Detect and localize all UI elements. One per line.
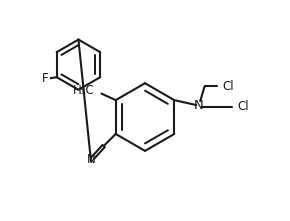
Text: Cl: Cl: [238, 100, 249, 113]
Text: N: N: [87, 152, 95, 166]
Text: H₃C: H₃C: [73, 84, 95, 97]
Text: F: F: [42, 72, 48, 86]
Text: N: N: [194, 99, 203, 112]
Text: Cl: Cl: [222, 80, 234, 93]
